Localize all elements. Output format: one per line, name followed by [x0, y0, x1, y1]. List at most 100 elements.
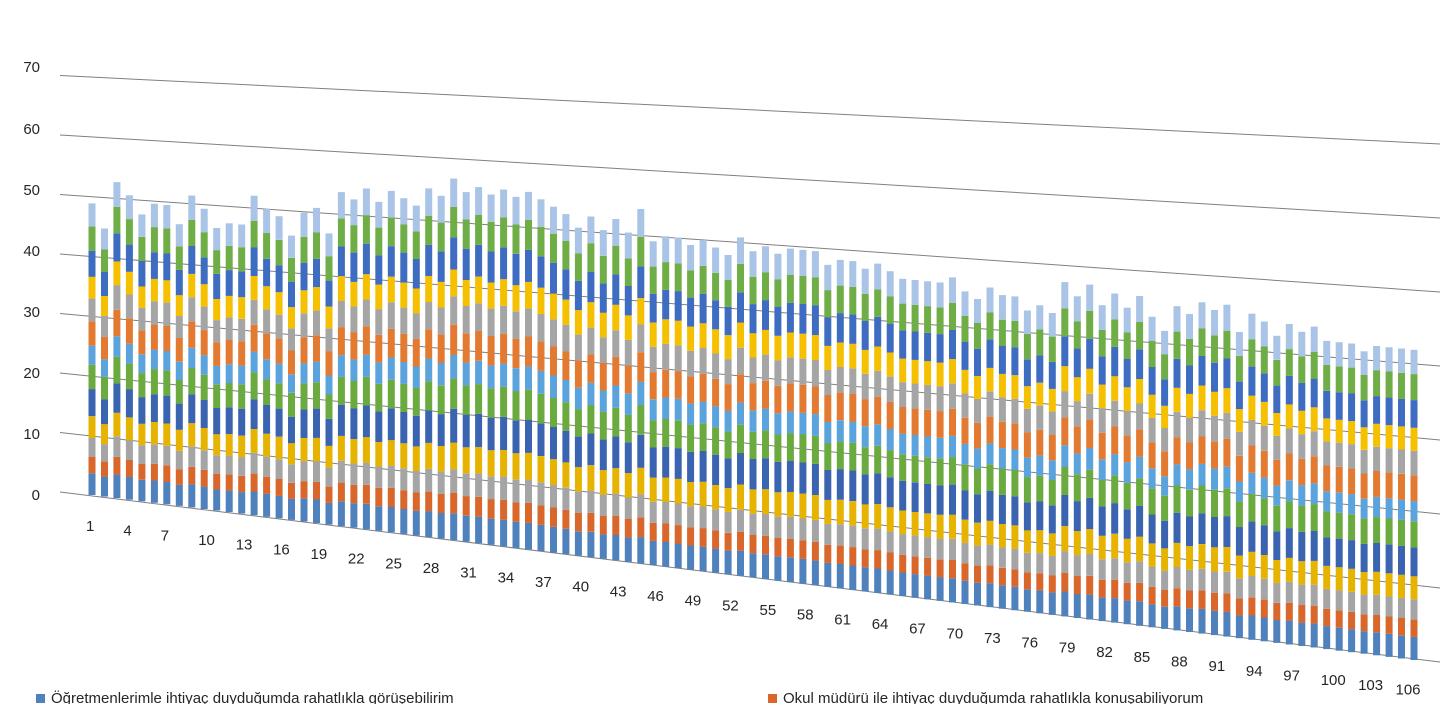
bar-segment	[1036, 405, 1044, 430]
x-axis-ticks: 1 4 7 10 13 16 19 22 25 28 31 34 37 40 43 46 49 52 55 58 61 6…	[86, 518, 1421, 698]
bar-segment	[125, 271, 133, 295]
bar-segment	[537, 313, 545, 342]
bar-segment	[899, 358, 907, 383]
bar-segment	[574, 227, 582, 254]
bar-segment	[101, 444, 108, 462]
bar-segment	[662, 289, 670, 320]
bar-segment	[1223, 571, 1231, 594]
bar-segment	[550, 526, 557, 553]
bar-segment	[998, 468, 1006, 495]
bar-segment	[961, 490, 969, 520]
bar-segment	[924, 537, 932, 558]
bar-segment	[1260, 321, 1268, 347]
bar-segment	[300, 481, 308, 499]
bar-segment	[762, 535, 769, 555]
bar-segment	[1248, 445, 1256, 473]
bar-segment	[1410, 619, 1418, 637]
bar-segment	[1298, 458, 1306, 486]
bar-segment	[525, 281, 532, 309]
bar-segment	[313, 287, 320, 311]
bar-segment	[288, 235, 295, 258]
bar-segment	[138, 307, 146, 331]
bar-segment	[1410, 374, 1418, 401]
bar-segment	[562, 269, 570, 300]
bar-segment	[1061, 282, 1069, 309]
bar-segment	[1223, 388, 1231, 413]
bar-segment	[674, 237, 682, 264]
bar-segment	[1136, 506, 1144, 537]
bar-segment	[1348, 444, 1356, 469]
bar-segment	[749, 489, 757, 514]
bar-segment	[1260, 346, 1268, 374]
bar-segment	[1248, 366, 1256, 396]
bar-segment	[849, 565, 857, 590]
bar-segment	[587, 302, 595, 328]
bar-segment	[337, 501, 345, 527]
bar-segment	[337, 246, 345, 277]
bar-segment	[1398, 348, 1405, 373]
bar-segment	[687, 270, 695, 298]
bar-segment	[125, 417, 133, 441]
bar-segment	[213, 273, 221, 300]
bar-segment	[188, 423, 196, 447]
bar-segment	[425, 410, 433, 443]
y-tick-label: 0	[32, 487, 40, 504]
bar-segment	[1285, 620, 1293, 645]
bar-segment	[1086, 469, 1094, 498]
bar-segment	[599, 337, 607, 363]
bar-segment	[774, 516, 782, 538]
bar-segment	[525, 522, 532, 550]
bar-segment	[1323, 340, 1331, 365]
bar-segment	[1123, 562, 1131, 583]
bar-segment	[200, 427, 208, 451]
bar-segment	[624, 393, 632, 415]
bar-segment	[936, 411, 944, 438]
bar-segment	[986, 367, 994, 392]
bar-segment	[649, 266, 657, 294]
x-tick-label: 67	[909, 621, 926, 638]
bar-segment	[649, 293, 657, 323]
bar-segment	[537, 226, 545, 257]
bar-segment	[88, 345, 96, 365]
bar-segment	[325, 233, 333, 257]
gridline-70	[59, 75, 1441, 145]
bar-segment	[400, 490, 408, 509]
bar-segment	[936, 514, 944, 539]
bar-segment	[1211, 468, 1218, 490]
bar-segment	[263, 456, 271, 477]
bar-segment	[974, 522, 981, 546]
bar-segment	[762, 408, 769, 431]
bar-segment	[1098, 329, 1106, 357]
bar-segment	[749, 535, 757, 554]
bar-segment	[437, 195, 445, 223]
bar-segment	[288, 328, 295, 351]
bar-segment	[525, 366, 532, 390]
bar-segment	[475, 360, 483, 385]
bar-segment	[101, 336, 108, 360]
bar-segment	[275, 408, 283, 437]
bar-segment	[487, 221, 495, 252]
bar-segment	[811, 435, 819, 464]
bar-segment	[574, 280, 582, 311]
bar-segment	[537, 287, 545, 314]
x-tick-label: 4	[123, 523, 131, 540]
bar-segment	[1136, 582, 1144, 602]
bar-segment	[1198, 463, 1206, 486]
bar-segment	[487, 417, 495, 451]
bar-segment	[1373, 423, 1381, 447]
bar-segment	[899, 554, 907, 573]
bar-segment	[1123, 332, 1131, 359]
bar-segment	[375, 227, 383, 256]
bar-segment	[762, 489, 769, 514]
bar-segment	[612, 534, 620, 561]
bar-segment	[1223, 304, 1231, 331]
bar-segment	[512, 502, 520, 522]
bar-segment	[88, 389, 96, 417]
bar-segment	[150, 227, 158, 253]
bar-segment	[1198, 608, 1206, 634]
bar-segment	[961, 315, 969, 342]
bar-segment	[375, 442, 383, 467]
bar-segment	[824, 499, 832, 524]
bar-segment	[225, 317, 233, 340]
